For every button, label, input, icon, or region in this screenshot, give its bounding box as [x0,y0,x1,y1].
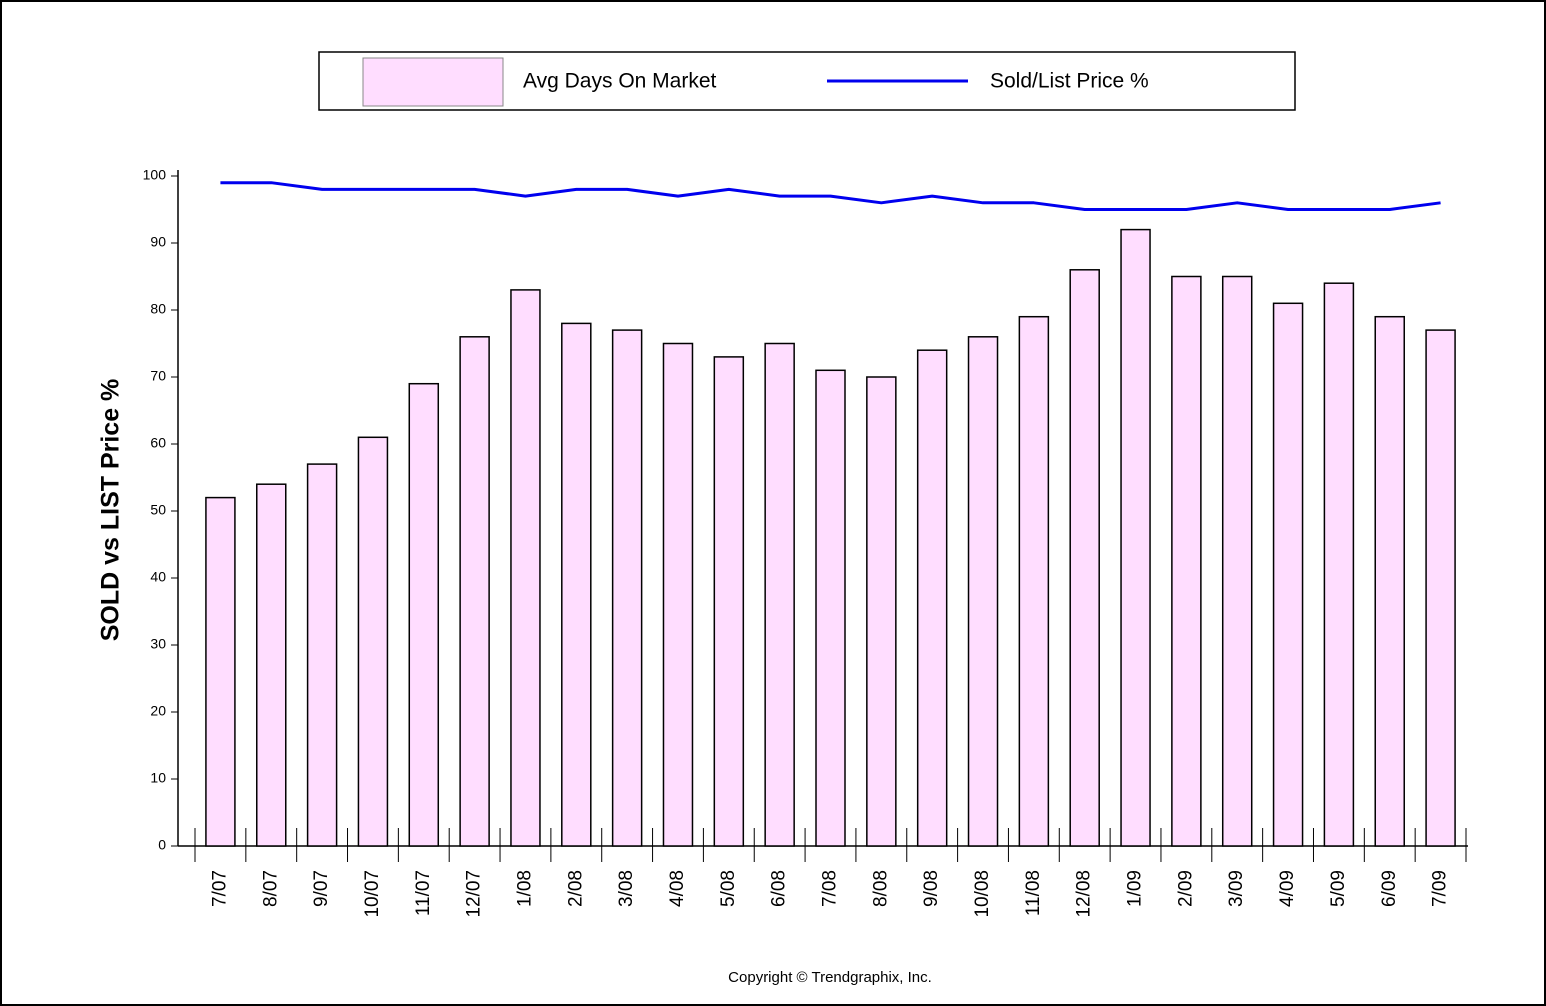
y-tick-label: 20 [150,703,166,719]
bar [205,496,236,847]
y-tick-label: 60 [150,435,166,451]
legend-label: Sold/List Price % [990,70,1149,93]
bar [459,336,490,847]
bar [1374,315,1405,847]
bar [916,349,948,847]
y-tick-label: 50 [150,502,166,518]
x-tick-label: 5/09 [1328,870,1349,907]
x-tick-label: 5/08 [718,870,739,907]
bar [1171,275,1202,847]
bar [611,329,643,847]
bar [1323,282,1355,847]
bar [1272,302,1304,847]
legend-label: Avg Days On Market [523,70,717,93]
bar [306,463,338,847]
y-tick-label: 70 [150,368,166,384]
x-tick-label: 10/07 [362,870,383,918]
x-tick-label: 9/08 [921,870,942,907]
bar [357,436,389,847]
bar [510,289,541,847]
x-tick-label: 2/08 [565,870,586,907]
bar [1018,315,1050,847]
x-tick-label: 11/07 [413,870,434,916]
x-tick-label: 9/07 [311,870,332,907]
x-tick-label: 10/08 [972,870,993,918]
y-tick-label: 40 [150,569,166,585]
x-tick-label: 12/07 [464,870,485,918]
bar [1425,329,1456,847]
legend-swatch [362,57,504,107]
bar [408,382,440,847]
x-tick-label: 7/07 [209,870,230,907]
x-tick-label: 2/09 [1175,870,1196,907]
x-tick-label: 3/09 [1226,870,1247,907]
bar [713,356,745,847]
x-tick-label: 4/09 [1277,870,1298,907]
x-tick-label: 8/07 [260,870,281,907]
bar [256,483,287,847]
line [220,181,1441,211]
y-tick-label: 90 [150,234,166,250]
bar [967,336,999,847]
x-tick-label: 11/08 [1023,870,1044,916]
x-tick-label: 1/09 [1125,870,1146,907]
x-tick-label: 4/08 [667,870,688,907]
bar [815,369,846,847]
bar [764,342,795,847]
x-tick-label: 6/08 [769,870,790,907]
bar [866,376,897,847]
footer: Copyright © Trendgraphix, Inc. [728,969,932,986]
x-tick-label: 7/09 [1430,870,1451,907]
x-tick-label: 1/08 [514,870,535,907]
x-tick-label: 6/09 [1379,870,1400,907]
x-tick-label: 12/08 [1074,870,1095,918]
y-tick-label: 80 [150,301,166,317]
x-tick-label: 3/08 [616,870,637,907]
bar [662,342,694,847]
y-tick-label: 10 [150,770,166,786]
x-tick-label: 8/08 [870,870,891,907]
y-axis-title: SOLD vs LIST Price % [97,379,125,642]
bar [1069,269,1100,847]
bar [1221,275,1253,847]
y-tick-label: 0 [158,837,166,853]
bar [1120,228,1151,847]
y-tick-label: 100 [143,167,167,183]
bar [561,322,592,847]
y-tick-label: 30 [150,636,166,652]
x-tick-label: 7/08 [820,870,841,907]
